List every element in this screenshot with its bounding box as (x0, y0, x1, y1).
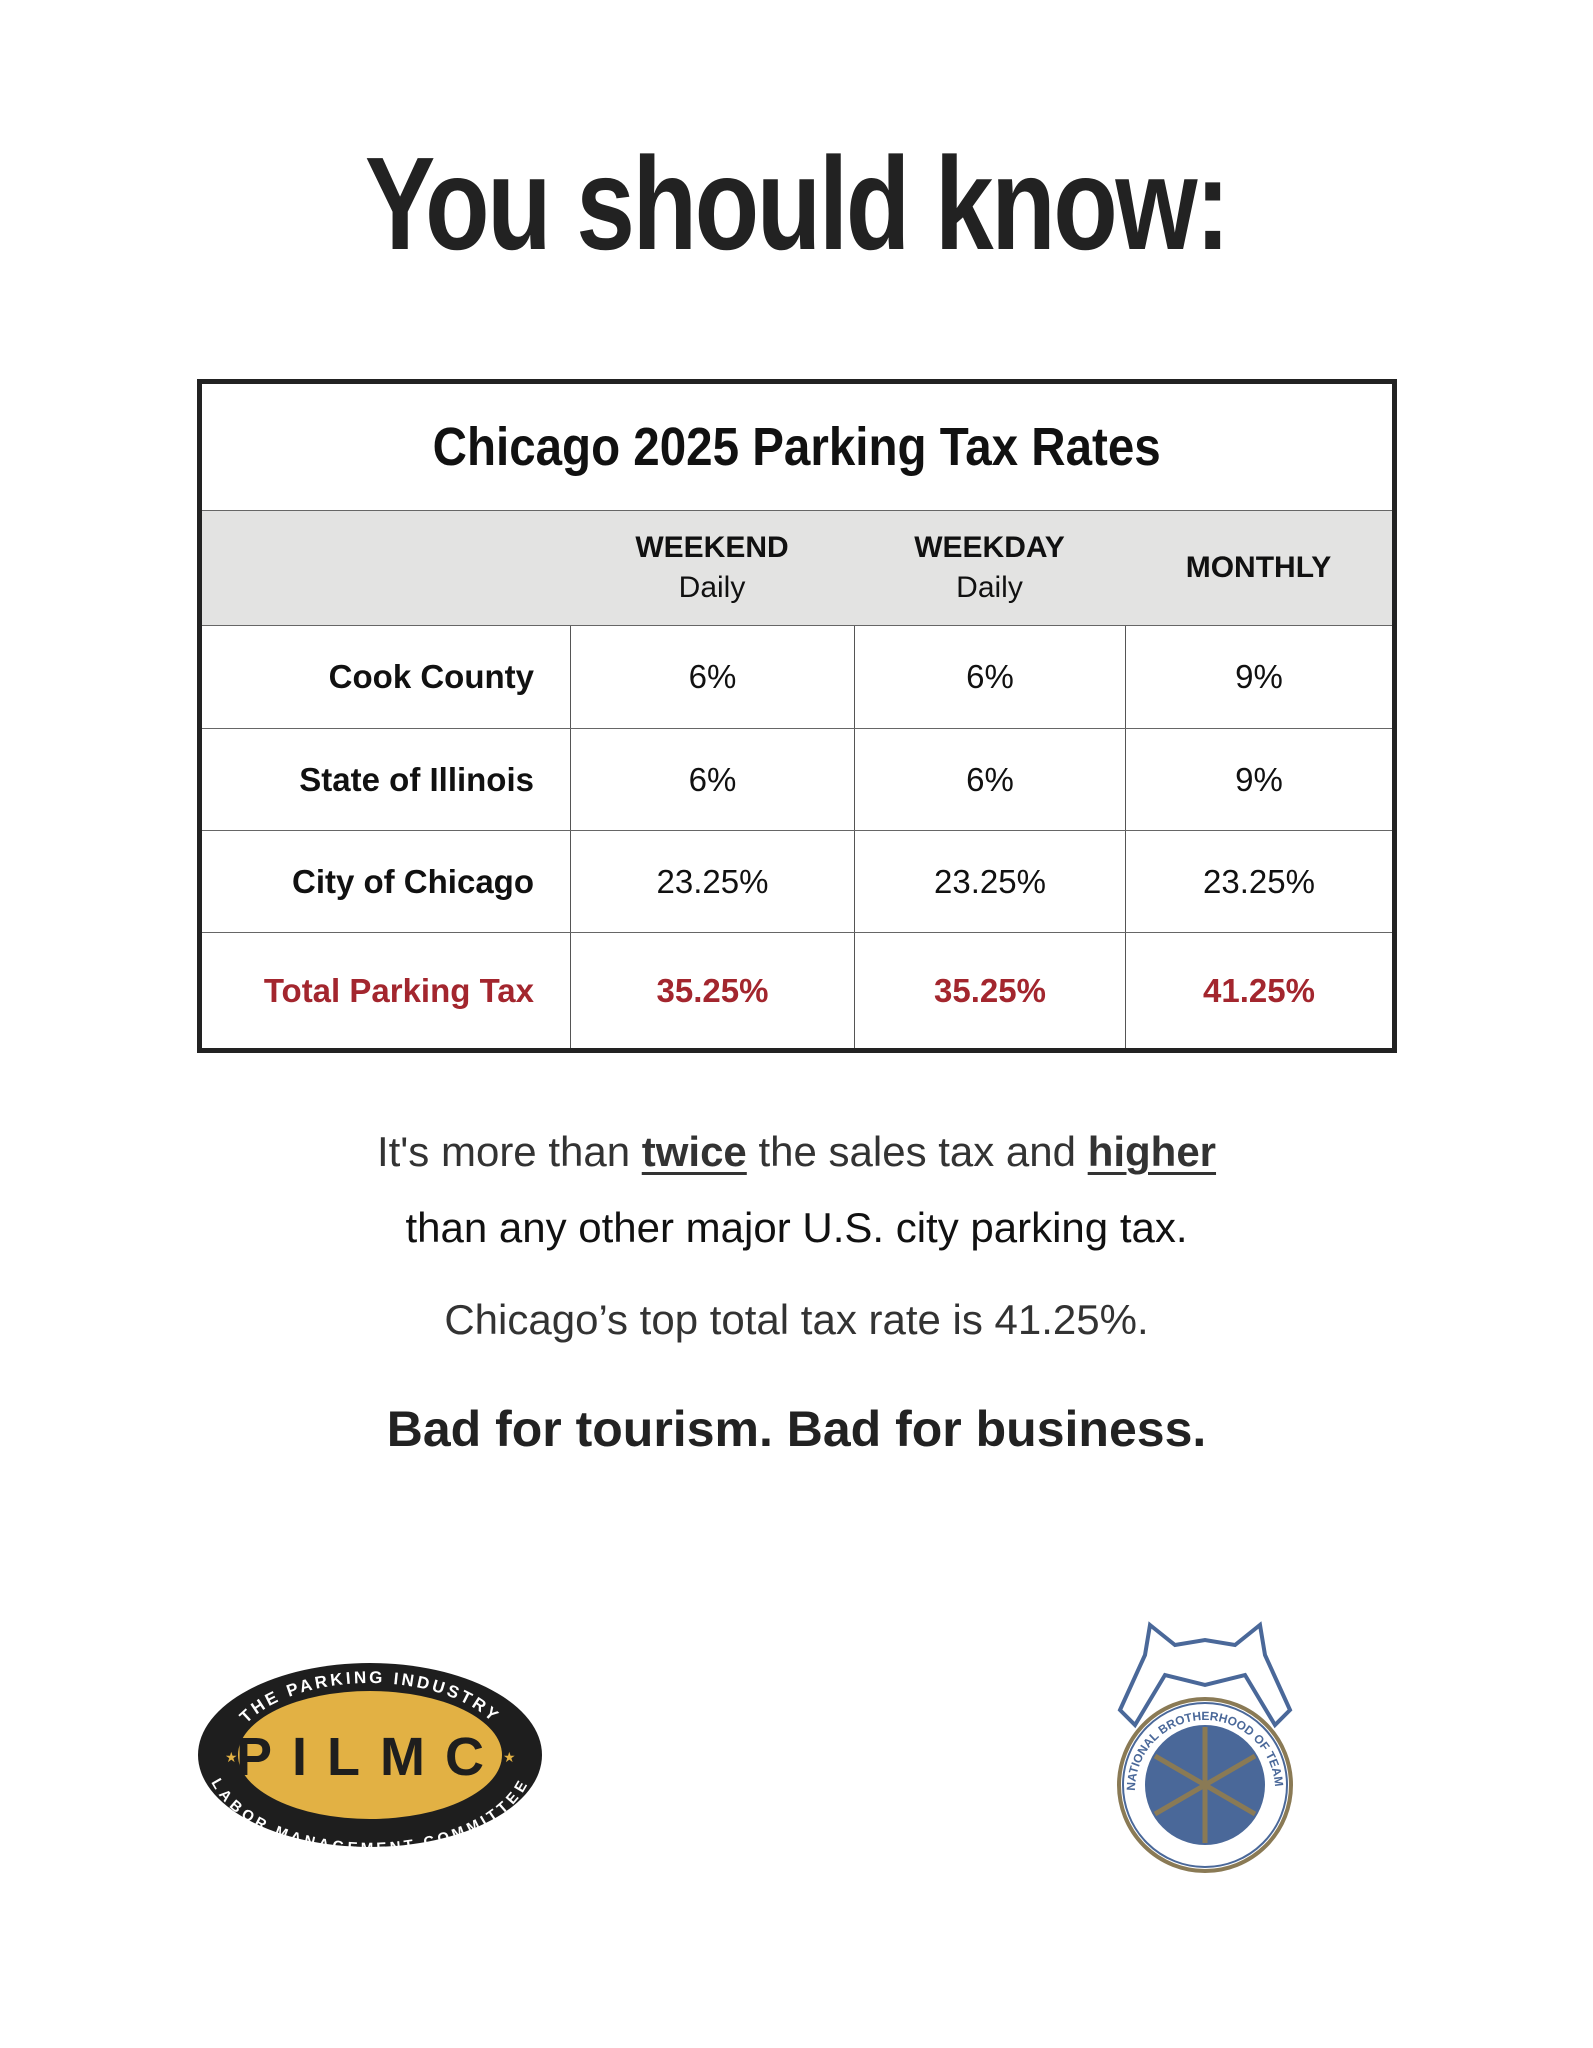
header-main: WEEKDAY (914, 531, 1065, 564)
header-main: WEEKEND (635, 531, 789, 564)
header-sub: Daily (956, 571, 1023, 604)
table-row: State of Illinois 6% 6% 9% (202, 728, 1392, 830)
table-cell: 6% (854, 729, 1125, 830)
table-title-text: Chicago 2025 Parking Tax Rates (432, 417, 1162, 477)
emphasis-twice: twice (641, 1128, 747, 1175)
text: the sales tax and (746, 1128, 1088, 1175)
table-cell: 6% (854, 626, 1125, 728)
table-title: Chicago 2025 Parking Tax Rates (202, 384, 1392, 510)
table-cell: 9% (1125, 729, 1392, 830)
text: It's more than (376, 1128, 642, 1175)
table-row: City of Chicago 23.25% 23.25% 23.25% (202, 830, 1392, 932)
table-cell: 6% (570, 626, 854, 728)
body-line-2: than any other major U.S. city parking t… (405, 1204, 1188, 1251)
total-cell: 35.25% (854, 933, 1125, 1048)
emphasis-higher: higher (1087, 1128, 1217, 1175)
body-line-1: It's more than twice the sales tax and h… (0, 1128, 1593, 1176)
header-empty (202, 511, 570, 625)
svg-text:PILMC: PILMC (236, 1727, 504, 1787)
svg-text:★: ★ (503, 1749, 516, 1765)
row-label: State of Illinois (299, 760, 534, 798)
headline-text: You should know: (364, 130, 1230, 277)
body-line-3: Chicago’s top total tax rate is 41.25%. (444, 1296, 1149, 1343)
header-sub: Daily (678, 571, 746, 604)
total-cell: 41.25% (1125, 933, 1392, 1048)
row-label-total: Total Parking Tax (263, 971, 534, 1009)
header-weekday: WEEKDAY Daily (854, 511, 1125, 625)
table-row: Cook County 6% 6% 9% (202, 625, 1392, 728)
table-cell: 9% (1125, 626, 1392, 728)
header-main: MONTHLY (1185, 551, 1332, 584)
table-header-row: WEEKEND Daily WEEKDAY Daily MONTHLY (202, 510, 1392, 625)
header-weekend: WEEKEND Daily (570, 511, 854, 625)
row-label: City of Chicago (291, 862, 534, 900)
page-headline: You should know: (0, 128, 1593, 279)
table-cell: 23.25% (854, 831, 1125, 932)
svg-text:★: ★ (225, 1749, 238, 1765)
row-label: Cook County (328, 658, 534, 695)
total-cell: 35.25% (570, 933, 854, 1048)
table-total-row: Total Parking Tax 35.25% 35.25% 41.25% (202, 932, 1392, 1048)
pilmc-logo: THE PARKING INDUSTRY LABOR MANAGEMENT CO… (198, 1663, 542, 1850)
table-cell: 6% (570, 729, 854, 830)
parking-tax-table: Chicago 2025 Parking Tax Rates WEEKEND Da… (197, 379, 1397, 1053)
tagline: Bad for tourism. Bad for business. (386, 1401, 1207, 1457)
teamsters-logo: INTERNATIONAL BROTHERHOOD OF TEAMSTERS (1105, 1615, 1293, 1873)
table-cell: 23.25% (1125, 831, 1392, 932)
header-monthly: MONTHLY (1125, 511, 1392, 625)
table-cell: 23.25% (570, 831, 854, 932)
